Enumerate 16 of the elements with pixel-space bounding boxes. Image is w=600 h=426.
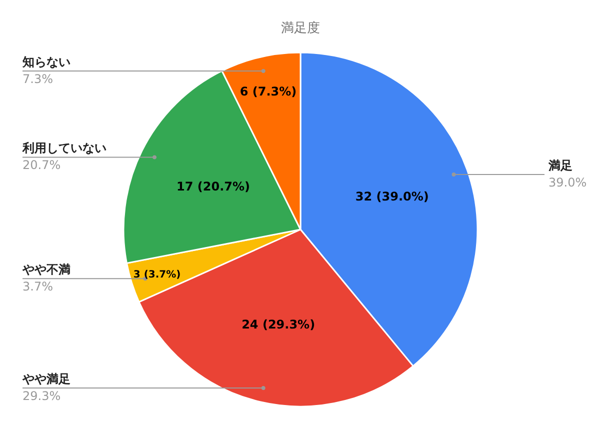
slice-label: 知らない [22, 54, 70, 69]
text: 20.7% [22, 158, 61, 172]
data-label: 3 (3.7%) [133, 269, 181, 280]
data-label: 6 (7.3%) [240, 84, 297, 99]
text: 39.0% [548, 175, 587, 190]
data-label: 32 (39.0%) [355, 190, 429, 204]
text: 29.3% [22, 389, 61, 404]
slice-label: 利用していない [22, 141, 106, 156]
slice-label: 満足 [548, 158, 572, 172]
slice-label: やや不満 [22, 262, 70, 277]
text: 3.7% [22, 280, 53, 294]
slice-label: やや満足 [22, 372, 70, 386]
chart-title: 満足度 [281, 20, 320, 36]
data-label: 17 (20.7%) [176, 179, 250, 194]
data-label: 24 (29.3%) [242, 317, 316, 332]
text: 7.3% [22, 72, 53, 86]
